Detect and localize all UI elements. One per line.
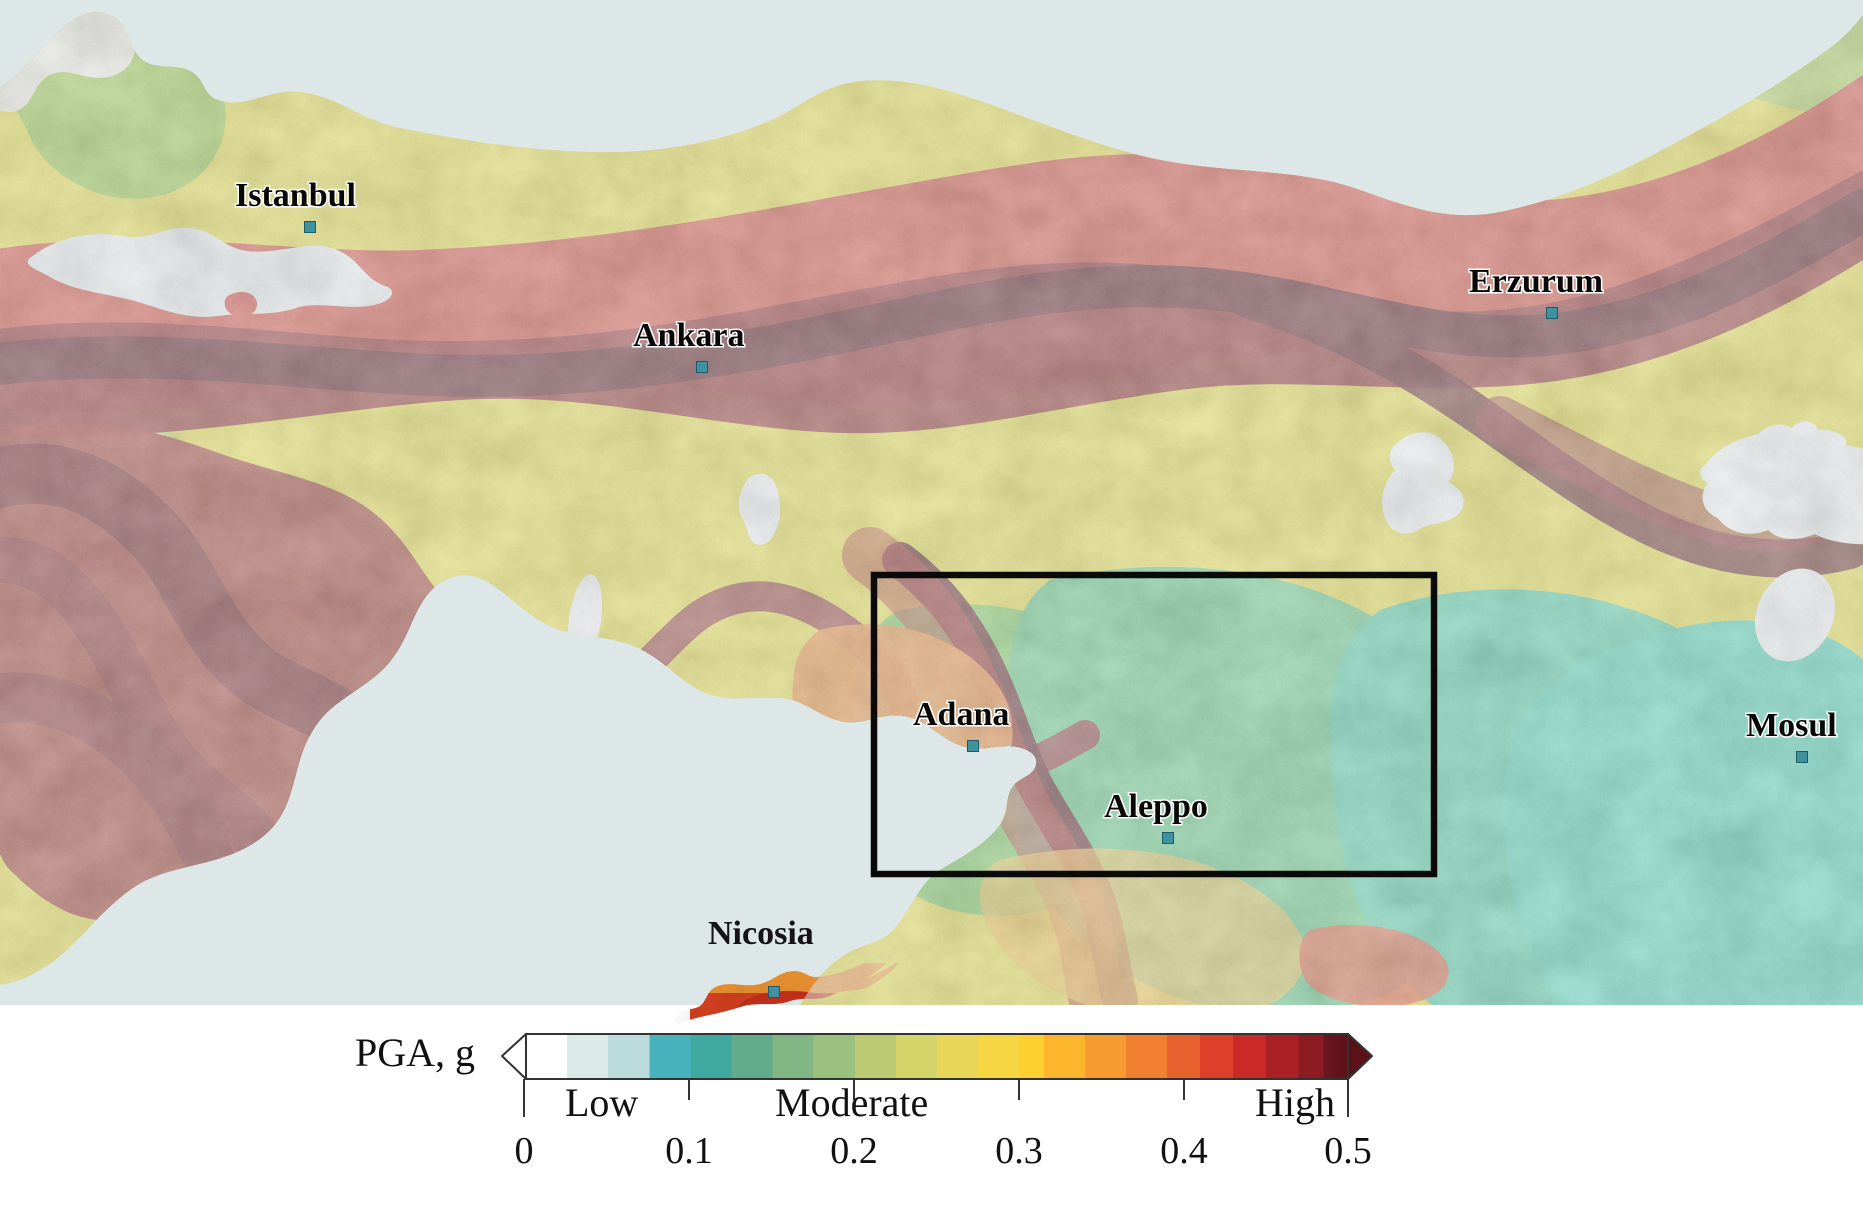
svg-text:Low: Low [565, 1080, 638, 1125]
svg-text:0.1: 0.1 [665, 1130, 713, 1172]
svg-text:0.2: 0.2 [830, 1130, 878, 1172]
svg-text:0.3: 0.3 [995, 1130, 1043, 1172]
svg-text:PGA, g: PGA, g [355, 1030, 475, 1075]
svg-text:0: 0 [515, 1130, 534, 1172]
svg-text:High: High [1255, 1080, 1335, 1125]
svg-text:0.4: 0.4 [1160, 1130, 1208, 1172]
svg-text:0.5: 0.5 [1324, 1130, 1372, 1172]
svg-text:Moderate: Moderate [775, 1080, 928, 1125]
